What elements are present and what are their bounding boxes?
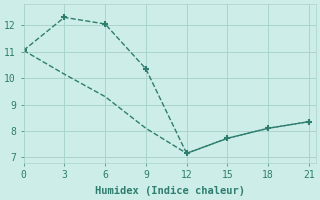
X-axis label: Humidex (Indice chaleur): Humidex (Indice chaleur) [95, 186, 245, 196]
